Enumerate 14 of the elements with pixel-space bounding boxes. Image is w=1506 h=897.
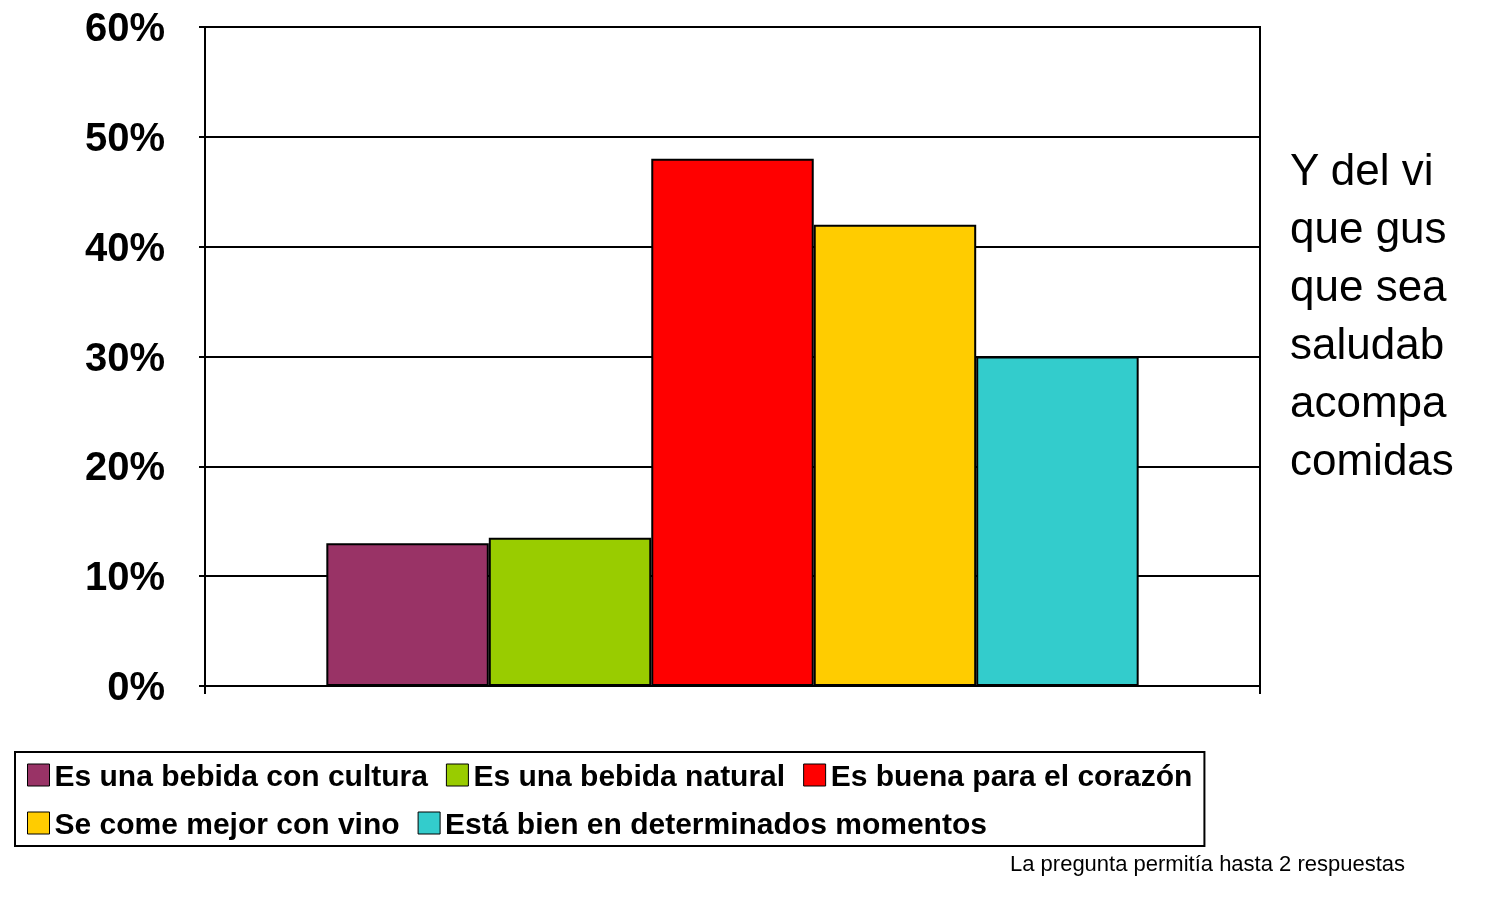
y-tick-label: 60% bbox=[84, 5, 165, 49]
y-tick-label: 30% bbox=[84, 334, 165, 379]
legend-label: Se come mejor con vino bbox=[54, 806, 400, 840]
y-tick-label: 10% bbox=[84, 554, 165, 599]
legend-label: Es una bebida con cultura bbox=[54, 758, 429, 792]
text: Y del vi que gus que sea saludab acompa comidas bbox=[1290, 144, 1454, 484]
y-tick-label: 20% bbox=[84, 444, 165, 489]
y-tick-label: 0% bbox=[107, 664, 165, 708]
legend-label: Es buena para el corazón bbox=[830, 758, 1193, 792]
text: La pregunta permitía hasta 2 respuestas bbox=[1010, 850, 1406, 876]
y-tick-label: 50% bbox=[84, 114, 165, 159]
legend-label: Está bien en determinados momentos bbox=[445, 806, 987, 840]
legend-label: Es una bebida natural bbox=[473, 758, 786, 792]
y-tick-label: 40% bbox=[84, 224, 165, 269]
